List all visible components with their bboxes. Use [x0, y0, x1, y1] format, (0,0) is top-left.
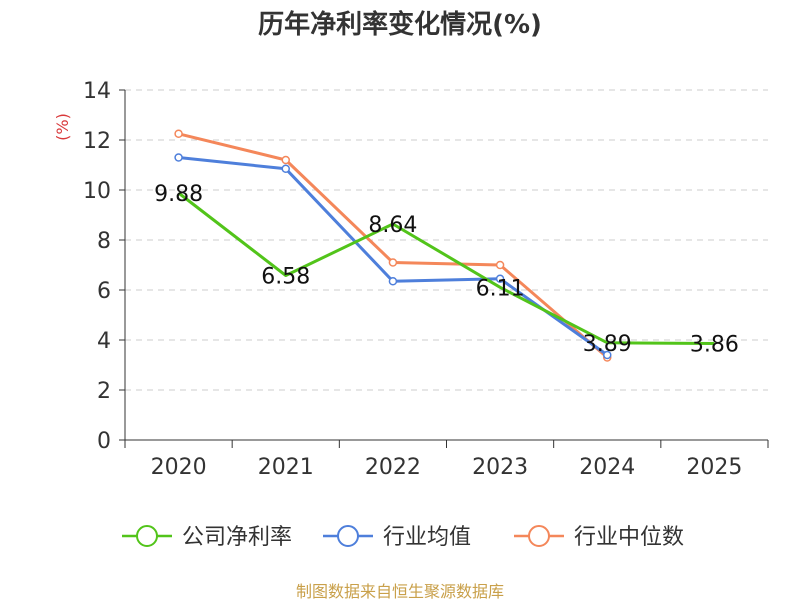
data-label: 9.88 [154, 182, 203, 207]
series-points [174, 129, 612, 362]
data-point [388, 277, 398, 286]
y-tick-label: 2 [97, 379, 111, 404]
y-tick-label: 0 [97, 429, 111, 454]
legend-marker [528, 525, 550, 547]
series-line [177, 191, 715, 345]
data-point [281, 155, 290, 165]
data-point [174, 153, 183, 162]
series-lines [177, 132, 715, 359]
data-labels: 9.88 6.58 8.64 6.11 3.89 3.86 [154, 182, 739, 358]
data-point [603, 350, 612, 360]
axes [119, 89, 769, 448]
data-point [495, 260, 505, 270]
y-tick-label: 4 [97, 329, 111, 354]
legend-label: 行业均值 [383, 525, 471, 550]
data-point [281, 164, 290, 173]
legend: 公司净利率 行业均值 行业中位数 [122, 525, 684, 550]
y-axis-label: (%) [53, 113, 72, 141]
y-tick-label: 12 [83, 129, 111, 154]
x-tick-label: 2024 [579, 455, 635, 480]
y-tick-label: 14 [83, 79, 111, 104]
x-tick-label: 2023 [472, 455, 528, 480]
data-point [174, 129, 183, 138]
chart-title: 历年净利率变化情况(%) [258, 10, 542, 40]
legend-label: 行业中位数 [574, 525, 684, 550]
legend-label: 公司净利率 [182, 525, 292, 550]
data-label: 8.64 [368, 213, 417, 238]
data-label: 6.58 [261, 265, 310, 290]
y-tick-label: 6 [97, 279, 111, 304]
y-tick-label: 10 [83, 179, 111, 204]
grid-lines [125, 89, 768, 391]
data-point [388, 258, 398, 267]
x-tick-label: 2021 [258, 455, 314, 480]
x-tick-label: 2020 [151, 455, 207, 480]
data-point [495, 274, 505, 283]
y-tick-label: 8 [97, 229, 111, 254]
legend-marker [136, 525, 158, 547]
series-line [178, 156, 609, 357]
x-tick-label: 2025 [686, 455, 742, 480]
data-label: 3.86 [690, 333, 739, 358]
x-tick-label: 2022 [365, 455, 421, 480]
source-note: 制图数据来自恒生聚源数据库 [295, 582, 504, 601]
series-line [178, 132, 609, 359]
legend-marker [337, 525, 359, 547]
data-label: 6.11 [476, 276, 525, 301]
data-label: 3.89 [583, 332, 632, 357]
tick-labels: 0 2 4 6 8 10 12 14 2020 2021 2022 2023 2024 2025 [83, 79, 742, 480]
